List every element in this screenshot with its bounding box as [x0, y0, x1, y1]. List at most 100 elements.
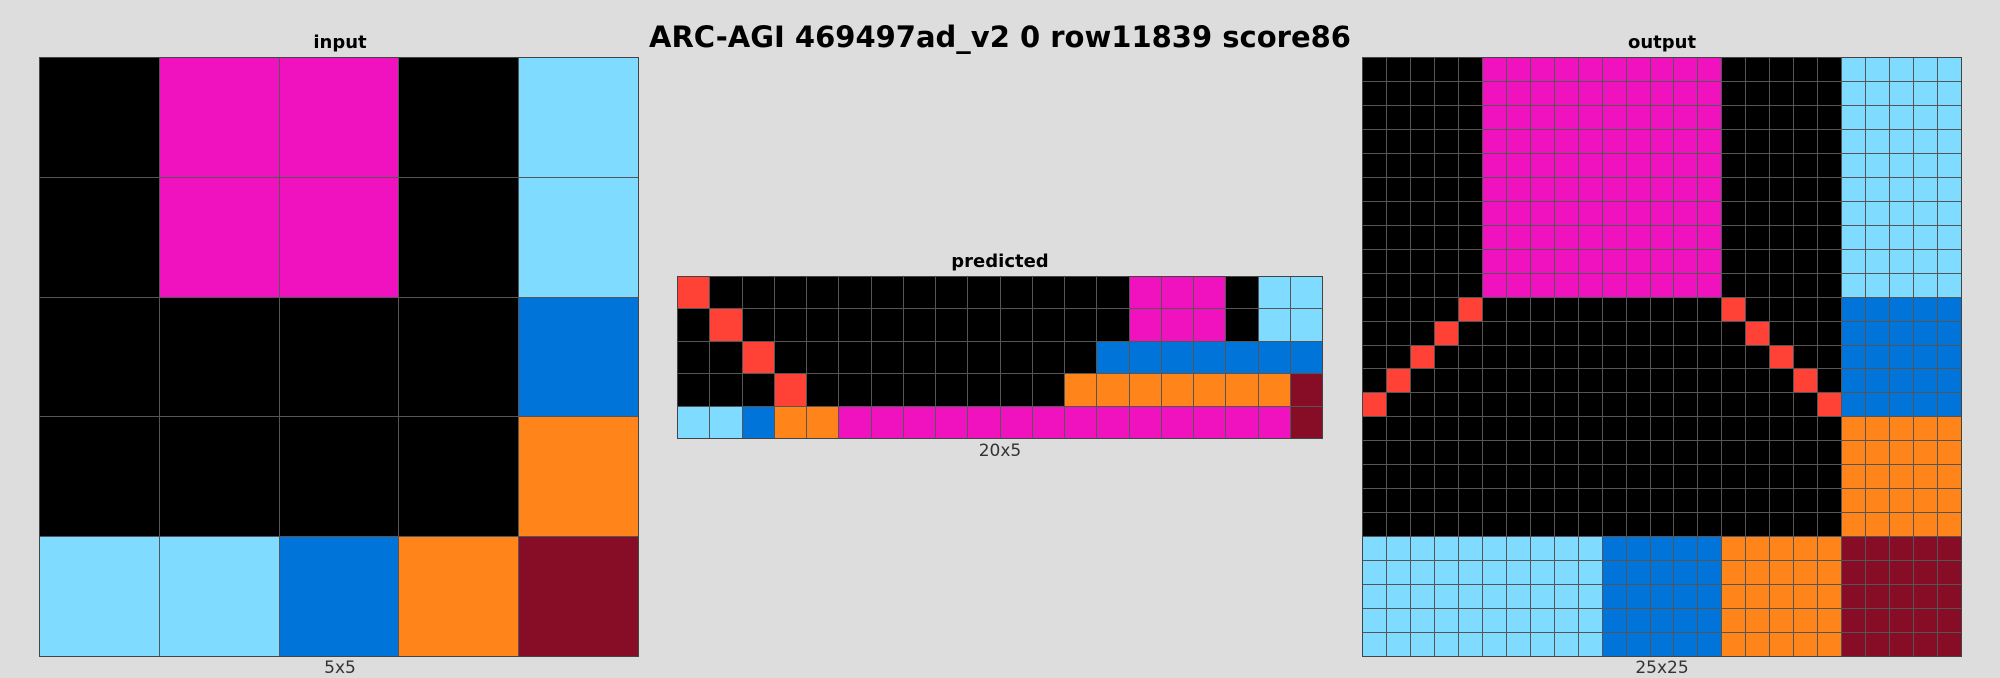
output-cell: [1938, 537, 1961, 561]
predicted-cell: [807, 406, 839, 438]
output-cell: [1722, 633, 1746, 656]
output-cell: [1890, 105, 1914, 129]
predicted-cell: [1290, 277, 1322, 309]
output-cell: [1602, 393, 1626, 417]
input-cell: [279, 297, 399, 417]
output-cell: [1458, 153, 1482, 177]
output-cell: [1842, 201, 1866, 225]
predicted-cell: [678, 341, 710, 374]
output-cell: [1626, 297, 1650, 321]
input-grid: [39, 57, 639, 657]
output-cell: [1482, 369, 1506, 393]
predicted-cell: [1000, 309, 1032, 341]
output-cell: [1674, 609, 1698, 633]
predicted-cell: [1129, 406, 1161, 438]
predicted-cell: [968, 374, 1000, 406]
output-cell: [1650, 201, 1674, 225]
output-cell: [1602, 441, 1626, 465]
output-cell: [1482, 81, 1506, 105]
output-cell: [1722, 537, 1746, 561]
output-cell: [1650, 489, 1674, 513]
output-cell: [1554, 465, 1578, 489]
output-cell: [1866, 81, 1890, 105]
predicted-cell: [807, 341, 839, 374]
output-cell: [1842, 609, 1866, 633]
output-cell: [1914, 513, 1938, 537]
predicted-cell: [871, 406, 903, 438]
output-cell: [1650, 297, 1674, 321]
output-cell: [1386, 177, 1410, 201]
input-cell: [40, 297, 159, 417]
output-cell: [1770, 225, 1794, 249]
output-cell: [1794, 225, 1818, 249]
output-cell: [1794, 465, 1818, 489]
output-cell: [1890, 393, 1914, 417]
output-cell: [1482, 321, 1506, 345]
output-cell: [1554, 153, 1578, 177]
predicted-cell: [968, 341, 1000, 374]
output-cell: [1914, 465, 1938, 489]
output-cell: [1602, 321, 1626, 345]
output-cell: [1386, 81, 1410, 105]
output-cell: [1434, 537, 1458, 561]
output-cell: [1866, 489, 1890, 513]
output-cell: [1866, 609, 1890, 633]
output-cell: [1938, 201, 1961, 225]
predicted-cell: [1129, 374, 1161, 406]
output-cell: [1866, 321, 1890, 345]
output-cell: [1626, 177, 1650, 201]
output-cell: [1506, 633, 1530, 656]
output-cell: [1674, 393, 1698, 417]
output-cell: [1698, 225, 1722, 249]
predicted-cell: [1065, 277, 1097, 309]
output-cell: [1770, 489, 1794, 513]
output-panel-label: output: [1627, 32, 1697, 53]
output-cell: [1482, 249, 1506, 273]
output-cell: [1890, 225, 1914, 249]
output-cell: [1506, 417, 1530, 441]
output-cell: [1482, 105, 1506, 129]
output-cell: [1530, 105, 1554, 129]
predicted-cell: [968, 406, 1000, 438]
output-cell: [1482, 129, 1506, 153]
output-cell: [1746, 273, 1770, 297]
output-cell: [1626, 105, 1650, 129]
output-cell: [1506, 153, 1530, 177]
output-cell: [1506, 249, 1530, 273]
output-cell: [1674, 537, 1698, 561]
output-cell: [1890, 321, 1914, 345]
output-cell: [1363, 489, 1386, 513]
output-cell: [1410, 201, 1434, 225]
output-cell: [1650, 465, 1674, 489]
output-cell: [1698, 441, 1722, 465]
predicted-cell: [1258, 406, 1290, 438]
output-cell: [1482, 58, 1506, 81]
output-cell: [1554, 393, 1578, 417]
output-cell: [1746, 417, 1770, 441]
figure-title: ARC-AGI 469497ad_v2 0 row11839 score86: [649, 20, 1351, 54]
output-cell: [1602, 369, 1626, 393]
predicted-cell: [1097, 406, 1129, 438]
output-cell: [1650, 369, 1674, 393]
output-cell: [1770, 393, 1794, 417]
output-cell: [1938, 441, 1961, 465]
predicted-cell: [1161, 277, 1193, 309]
predicted-cell: [742, 277, 774, 309]
predicted-cell: [839, 309, 871, 341]
output-cell: [1602, 465, 1626, 489]
output-cell: [1626, 321, 1650, 345]
output-cell: [1890, 513, 1914, 537]
output-cell: [1554, 417, 1578, 441]
output-cell: [1458, 633, 1482, 656]
output-cell: [1602, 537, 1626, 561]
output-cell: [1722, 345, 1746, 369]
predicted-cell: [1065, 374, 1097, 406]
output-cell: [1842, 489, 1866, 513]
output-cell: [1626, 561, 1650, 585]
output-cell: [1434, 561, 1458, 585]
predicted-cell: [1129, 341, 1161, 374]
output-cell: [1890, 129, 1914, 153]
predicted-cell: [1065, 341, 1097, 374]
output-cell: [1410, 225, 1434, 249]
output-cell: [1722, 273, 1746, 297]
